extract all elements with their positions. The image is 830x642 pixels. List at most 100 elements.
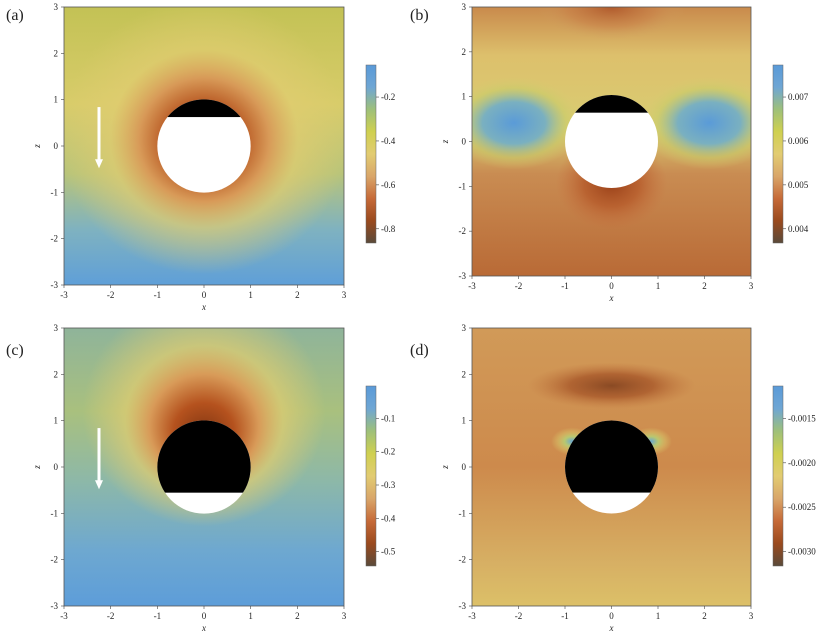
z-axis-label: z: [440, 465, 450, 470]
colorbar-tick-label: -0.0020: [788, 458, 816, 468]
colorbar-a: [365, 64, 377, 244]
heatmap-b: [472, 7, 751, 276]
colorbar-tick-label: -0.0015: [788, 413, 816, 423]
z-tick-label: 3: [462, 323, 467, 333]
x-tick-label: 1: [656, 611, 661, 621]
colorbar-tick-label: -0.4: [381, 513, 396, 523]
colorbar-tick-label: -0.0030: [788, 547, 816, 557]
z-tick-label: -3: [51, 601, 59, 611]
colorbar-tick-label: 0.007: [788, 92, 809, 102]
z-tick-label: 2: [462, 47, 467, 57]
x-tick-label: 2: [702, 281, 707, 291]
z-tick-label: 3: [54, 2, 59, 12]
x-tick-label: 0: [202, 611, 207, 621]
x-axis-label: x: [609, 293, 614, 303]
colorbar-tick-label: -0.2: [381, 447, 395, 457]
colorbar-tick-label: 0.006: [788, 136, 809, 146]
colorbar-tick-label: -0.3: [381, 480, 396, 490]
z-tick-label: -2: [51, 555, 59, 565]
panel-label-d: (d): [410, 342, 429, 359]
obstacle-disk-a: [157, 99, 251, 193]
gravity-arrow-c: [95, 428, 103, 490]
z-tick-label: 2: [462, 369, 467, 379]
x-tick-label: -3: [468, 281, 476, 291]
panel-label-b: (b): [410, 7, 429, 24]
z-tick-label: -3: [459, 601, 467, 611]
z-tick-label: 0: [462, 462, 467, 472]
z-tick-label: 2: [54, 369, 59, 379]
obstacle-disk-b: [565, 95, 658, 188]
x-tick-label: 2: [295, 611, 300, 621]
z-tick-label: -2: [459, 555, 467, 565]
z-tick-label: 2: [54, 48, 59, 58]
x-tick-label: 3: [749, 611, 754, 621]
x-tick-label: 0: [202, 290, 207, 300]
x-tick-label: 2: [295, 290, 300, 300]
obstacle-shadow-d: [565, 420, 658, 493]
colorbar-tick-label: -0.0025: [788, 502, 816, 512]
z-tick-label: 1: [462, 92, 467, 102]
z-tick-label: 0: [54, 462, 59, 472]
z-tick-label: 1: [462, 416, 467, 426]
x-tick-label: -2: [515, 281, 523, 291]
x-tick-label: -2: [107, 611, 115, 621]
obstacle-shadow-c: [157, 420, 251, 493]
heatmap-d: [472, 328, 751, 606]
z-axis-label: z: [32, 144, 42, 149]
x-tick-label: -3: [60, 611, 68, 621]
z-tick-label: -3: [459, 271, 467, 281]
colorbar-tick-label: -0.8: [381, 224, 396, 234]
panel-label-a: (a): [6, 7, 24, 24]
x-axis-label: x: [201, 623, 206, 633]
colorbar-tick-label: -0.1: [381, 413, 395, 423]
x-axis-label: x: [201, 302, 206, 312]
z-axis-label: z: [32, 465, 42, 470]
heatmap-c: [64, 328, 344, 606]
colorbar-tick-label: 0.004: [788, 224, 809, 234]
x-tick-label: 3: [342, 290, 347, 300]
x-tick-label: 0: [609, 611, 614, 621]
panel-label-c: (c): [6, 342, 24, 359]
x-tick-label: 0: [609, 281, 614, 291]
z-tick-label: -3: [51, 280, 59, 290]
x-tick-label: -1: [154, 290, 162, 300]
x-tick-label: -2: [107, 290, 115, 300]
colorbar-c: [365, 385, 377, 567]
z-tick-label: 1: [54, 416, 59, 426]
x-tick-label: -1: [154, 611, 162, 621]
z-tick-label: 3: [54, 323, 59, 333]
colorbar-tick-label: -0.2: [381, 92, 395, 102]
panels-layer: -3-3-2-2-1-100112233xz-0.2-0.4-0.6-0.8-3…: [32, 2, 816, 633]
z-axis-label: z: [440, 139, 450, 144]
x-tick-label: 3: [342, 611, 347, 621]
colorbar-tick-label: -0.4: [381, 136, 396, 146]
z-tick-label: -1: [459, 181, 467, 191]
z-tick-label: -1: [459, 508, 467, 518]
x-tick-label: -3: [60, 290, 68, 300]
x-tick-label: -3: [468, 611, 476, 621]
z-tick-label: -2: [459, 226, 467, 236]
x-tick-label: 1: [248, 611, 253, 621]
x-tick-label: 3: [749, 281, 754, 291]
z-tick-label: 3: [462, 2, 467, 12]
x-tick-label: 1: [248, 290, 253, 300]
z-tick-label: 0: [462, 137, 467, 147]
x-tick-label: -2: [515, 611, 523, 621]
x-tick-label: 2: [702, 611, 707, 621]
x-axis-label: x: [609, 623, 614, 633]
colorbar-tick-label: 0.005: [788, 180, 809, 190]
z-tick-label: 1: [54, 95, 59, 105]
z-tick-label: -1: [51, 508, 59, 518]
z-tick-label: 0: [54, 141, 59, 151]
x-tick-label: 1: [656, 281, 661, 291]
z-tick-label: -2: [51, 234, 59, 244]
z-tick-label: -1: [51, 187, 59, 197]
colorbar-d: [772, 385, 784, 567]
colorbar-b: [772, 64, 784, 244]
x-tick-label: -1: [561, 281, 569, 291]
heatmap-a: [64, 7, 344, 285]
x-tick-label: -1: [561, 611, 569, 621]
gravity-arrow-a: [95, 107, 103, 169]
colorbar-tick-label: -0.5: [381, 547, 396, 557]
